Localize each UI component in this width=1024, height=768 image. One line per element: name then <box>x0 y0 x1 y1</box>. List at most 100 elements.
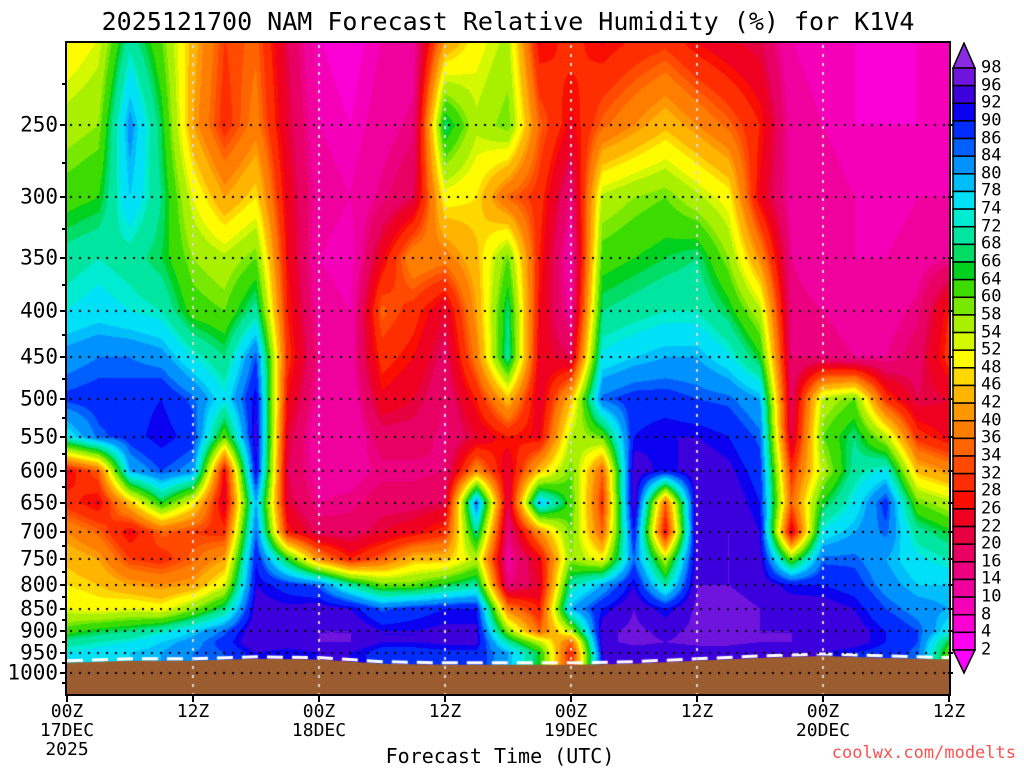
x-tick-date-label: 19DEC <box>543 720 599 741</box>
colorbar-tick-label: 74 <box>981 198 1002 219</box>
axis-tick <box>696 694 698 702</box>
axis-tick <box>60 356 66 358</box>
axis-tick <box>62 453 66 455</box>
axis-tick <box>60 502 66 504</box>
x-tick-hour-label: 12Z <box>176 701 210 722</box>
y-tick-label: 850 <box>20 596 58 621</box>
axis-tick <box>948 558 953 560</box>
colorbar-arrow-top <box>951 42 977 69</box>
colorbar-cell <box>952 84 976 105</box>
x-tick-hour-label: 00Z <box>50 701 84 722</box>
y-tick-label: 400 <box>20 298 58 323</box>
y-tick-label: 750 <box>20 546 58 571</box>
y-tick-label: 350 <box>20 245 58 270</box>
axis-tick <box>60 652 66 654</box>
axis-tick <box>62 682 66 684</box>
axis-tick <box>62 162 66 164</box>
axis-tick <box>570 694 572 702</box>
colorbar-arrow-bottom <box>951 649 977 675</box>
axis-tick <box>60 672 66 674</box>
y-tick-label: 550 <box>20 424 58 449</box>
x-tick-hour-label: 00Z <box>554 701 588 722</box>
colorbar-cell <box>952 384 976 404</box>
axis-tick <box>60 436 66 438</box>
colorbar-tick-label: 48 <box>981 357 1002 378</box>
colorbar-cell <box>952 349 976 369</box>
axis-tick <box>60 531 66 533</box>
colorbar-cell <box>952 137 976 157</box>
colorbar-cell <box>952 631 976 651</box>
axis-tick <box>948 672 953 674</box>
axis-tick <box>62 662 66 664</box>
axis-tick <box>948 608 953 610</box>
axis-tick <box>60 310 66 312</box>
axis-tick <box>60 124 66 126</box>
axis-tick <box>60 398 66 400</box>
colorbar-tick-label: 52 <box>981 339 1002 360</box>
colorbar-tick-label: 16 <box>981 551 1002 572</box>
x-tick-hour-label: 00Z <box>806 701 840 722</box>
axis-tick <box>318 694 320 702</box>
colorbar-cell <box>952 561 976 581</box>
colorbar-cell <box>952 367 976 387</box>
colorbar-tick-label: 28 <box>981 480 1002 501</box>
axis-tick <box>62 378 66 380</box>
colorbar-cell <box>952 67 976 87</box>
colorbar <box>951 42 977 675</box>
y-tick-label: 250 <box>20 112 58 137</box>
x-tick-hour-label: 12Z <box>932 701 966 722</box>
y-tick-label: 650 <box>20 490 58 515</box>
axis-tick <box>62 284 66 286</box>
colorbar-cell <box>952 173 976 193</box>
colorbar-tick-label: 98 <box>981 57 1002 78</box>
colorbar-tick-label: 32 <box>981 463 1002 484</box>
axis-tick <box>62 641 66 643</box>
axis-tick <box>60 257 66 259</box>
axis-tick <box>948 124 953 126</box>
axis-tick <box>948 310 953 312</box>
colorbar-cell <box>952 102 976 122</box>
axis-tick <box>948 694 950 702</box>
colorbar-tick-label: 60 <box>981 286 1002 307</box>
axis-tick <box>60 630 66 632</box>
x-tick-year-label: 2025 <box>45 739 89 760</box>
axis-tick <box>62 417 66 419</box>
colorbar-cell <box>952 437 976 457</box>
axis-tick <box>62 334 66 336</box>
watermark-link[interactable]: coolwx.com/modelts <box>831 743 1016 763</box>
colorbar-tick-label: 80 <box>981 163 1002 184</box>
axis-tick <box>60 196 66 198</box>
axis-tick <box>948 470 953 472</box>
colorbar-cell <box>952 190 976 210</box>
axis-tick <box>444 694 446 702</box>
colorbar-cell <box>952 208 976 228</box>
colorbar-tick-label: 58 <box>981 304 1002 325</box>
axis-tick <box>62 83 66 85</box>
colorbar-cell <box>952 261 976 281</box>
axis-tick <box>948 531 953 533</box>
axis-tick <box>948 584 953 586</box>
colorbar-tick-label: 42 <box>981 392 1002 413</box>
axis-tick <box>948 257 953 259</box>
axis-tick <box>60 608 66 610</box>
colorbar-tick-label: 46 <box>981 374 1002 395</box>
chart-title: 2025121700 NAM Forecast Relative Humidit… <box>101 7 915 36</box>
y-tick-label: 600 <box>20 458 58 483</box>
colorbar-cell <box>952 314 976 334</box>
axis-tick <box>60 470 66 472</box>
axis-tick <box>60 558 66 560</box>
colorbar-tick-label: 78 <box>981 180 1002 201</box>
colorbar-tick-label: 14 <box>981 568 1002 589</box>
colorbar-cell <box>952 243 976 263</box>
colorbar-tick-label: 2 <box>981 639 992 660</box>
colorbar-tick-label: 8 <box>981 604 992 625</box>
rh-contour-canvas <box>67 43 949 694</box>
x-tick-hour-label: 12Z <box>428 701 462 722</box>
colorbar-cell <box>952 455 976 475</box>
colorbar-tick-label: 54 <box>981 322 1002 343</box>
colorbar-tick-label: 40 <box>981 410 1002 431</box>
x-tick-hour-label: 00Z <box>302 701 336 722</box>
x-tick-date-label: 20DEC <box>795 720 851 741</box>
axis-tick <box>948 398 953 400</box>
colorbar-tick-label: 90 <box>981 110 1002 131</box>
